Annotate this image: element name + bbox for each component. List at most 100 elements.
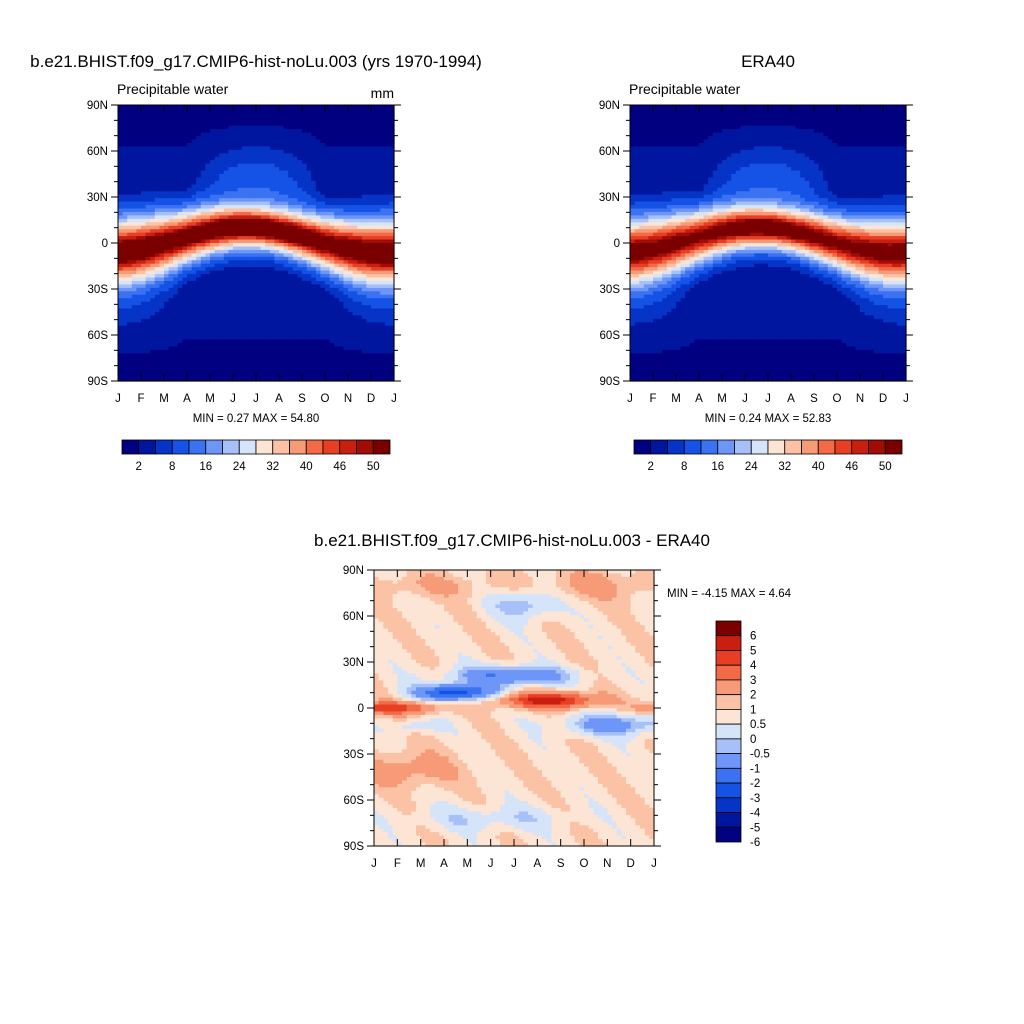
contour-cell: [279, 360, 285, 365]
contour-cell: [214, 263, 220, 268]
contour-cell: [384, 218, 390, 223]
contour-cell: [136, 367, 142, 372]
contour-cell: [269, 222, 275, 227]
contour-cell: [306, 201, 312, 206]
contour-cell: [168, 184, 174, 189]
contour-cell: [173, 367, 179, 372]
contour-cell: [159, 174, 165, 179]
contour-cell: [292, 163, 298, 168]
contour-cell: [306, 205, 312, 210]
contour-cell: [237, 301, 243, 306]
contour-cell: [371, 111, 377, 116]
contour-cell: [205, 108, 211, 113]
contour-cell: [389, 274, 395, 279]
contour-cell: [141, 243, 147, 248]
contour-cell: [164, 267, 170, 272]
contour-cell: [292, 229, 298, 234]
contour-cell: [251, 305, 257, 310]
contour-cell: [145, 249, 151, 254]
contour-cell: [338, 160, 344, 165]
contour-cell: [279, 129, 285, 134]
contour-cell: [150, 277, 156, 282]
contour-cell: [366, 184, 372, 189]
contour-cell: [237, 294, 243, 299]
contour-cell: [187, 374, 193, 379]
contour-cell: [384, 239, 390, 244]
contour-cell: [127, 325, 133, 330]
contour-cell: [233, 208, 239, 213]
contour-cell: [283, 284, 289, 289]
contour-cell: [366, 291, 372, 296]
contour-cell: [343, 339, 349, 344]
contour-cell: [302, 174, 308, 179]
contour-cell: [118, 174, 124, 179]
contour-cell: [357, 349, 363, 354]
contour-cell: [315, 125, 321, 130]
contour-cell: [260, 260, 266, 265]
contour-cell: [118, 325, 124, 330]
contour-cell: [141, 336, 147, 341]
contour-cell: [292, 374, 298, 379]
contour-cell: [306, 349, 312, 354]
contour-cell: [269, 253, 275, 258]
contour-cell: [187, 105, 193, 110]
contour-cell: [242, 222, 248, 227]
contour-cell: [269, 346, 275, 351]
contour-cell: [292, 153, 298, 158]
contour-cell: [279, 243, 285, 248]
contour-cell: [246, 253, 252, 258]
contour-cell: [302, 160, 308, 165]
contour-cell: [182, 211, 188, 216]
contour-cell: [265, 315, 271, 320]
contour-cell: [274, 170, 280, 175]
contour-cell: [242, 232, 248, 237]
contour-cell: [141, 105, 147, 110]
contour-cell: [343, 332, 349, 337]
contour-cell: [283, 177, 289, 182]
contour-cell: [371, 218, 377, 223]
contour-cell: [302, 249, 308, 254]
contour-cell: [265, 111, 271, 116]
contour-cell: [242, 122, 248, 127]
contour-cell: [389, 174, 395, 179]
contour-cell: [228, 149, 234, 154]
contour-cell: [297, 291, 303, 296]
contour-cell: [311, 318, 317, 323]
contour-cell: [196, 136, 202, 141]
contour-cell: [154, 236, 160, 241]
contour-cell: [352, 149, 358, 154]
contour-cell: [237, 277, 243, 282]
contour-cell: [228, 115, 234, 120]
contour-cell: [145, 274, 151, 279]
contour-cell: [389, 205, 395, 210]
contour-cell: [297, 256, 303, 261]
contour-cell: [343, 222, 349, 227]
contour-cell: [173, 246, 179, 251]
contour-cell: [200, 156, 206, 161]
contour-cell: [187, 156, 193, 161]
contour-cell: [159, 312, 165, 317]
contour-cell: [196, 184, 202, 189]
contour-cell: [246, 232, 252, 237]
contour-cell: [136, 360, 142, 365]
contour-cell: [380, 274, 386, 279]
contour-cell: [320, 229, 326, 234]
contour-cell: [159, 336, 165, 341]
contour-cell: [357, 318, 363, 323]
contour-cell: [315, 122, 321, 127]
contour-cell: [338, 201, 344, 206]
contour-cell: [251, 243, 257, 248]
contour-cell: [168, 218, 174, 223]
contour-cell: [145, 339, 151, 344]
contour-cell: [182, 111, 188, 116]
contour-cell: [283, 163, 289, 168]
contour-cell: [269, 301, 275, 306]
contour-cell: [219, 343, 225, 348]
contour-cell: [361, 246, 367, 251]
contour-cell: [173, 270, 179, 275]
contour-cell: [168, 301, 174, 306]
contour-cell: [219, 184, 225, 189]
contour-cell: [260, 153, 266, 158]
contour-cell: [269, 260, 275, 265]
contour-cell: [205, 277, 211, 282]
